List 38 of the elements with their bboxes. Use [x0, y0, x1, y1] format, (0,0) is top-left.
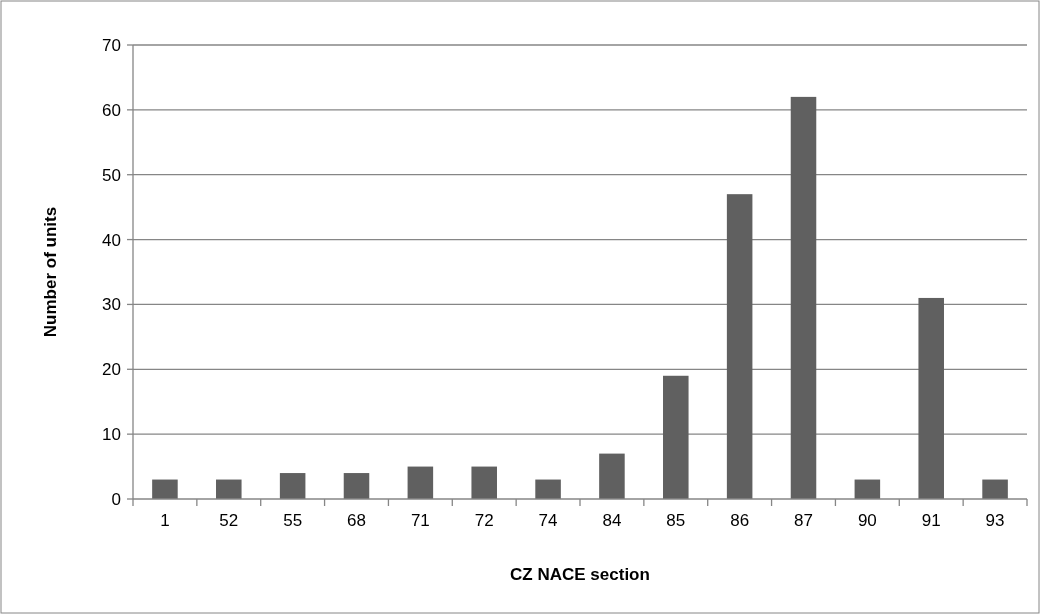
bar — [599, 453, 625, 499]
bar — [854, 479, 881, 499]
x-tick-label: 52 — [219, 511, 239, 530]
y-tick-label: 0 — [111, 489, 121, 509]
bar — [216, 479, 242, 499]
y-tick-label: 40 — [102, 230, 121, 250]
bar — [152, 479, 178, 499]
bar — [663, 375, 689, 499]
x-tick-label: 72 — [474, 511, 494, 530]
y-axis-title: Number of units — [41, 206, 60, 338]
y-tick-label: 70 — [102, 35, 121, 55]
bar — [343, 473, 370, 499]
y-tick-label: 60 — [102, 100, 121, 120]
x-tick-label: 1 — [160, 511, 170, 530]
x-axis-title: CZ NACE section — [510, 565, 650, 584]
x-tick-label: 71 — [410, 511, 430, 530]
x-tick-label: 86 — [730, 511, 750, 530]
x-tick-label: 68 — [347, 511, 366, 530]
x-tick-label: 74 — [538, 511, 558, 530]
y-tick-label: 50 — [102, 165, 121, 185]
x-tick-label: 93 — [985, 511, 1005, 530]
bar — [471, 466, 497, 499]
bar — [982, 479, 1008, 499]
x-tick-label: 55 — [283, 511, 303, 530]
x-tick-label: 84 — [602, 511, 622, 530]
y-tick-label: 10 — [102, 425, 121, 445]
x-tick-label: 91 — [921, 511, 941, 530]
x-tick-label: 85 — [666, 511, 686, 530]
x-tick-label: 90 — [857, 511, 877, 530]
x-tick-label: 87 — [794, 511, 813, 530]
bar — [279, 473, 306, 499]
bar — [726, 194, 753, 499]
y-tick-label: 20 — [102, 360, 121, 380]
bar — [535, 479, 561, 499]
bar — [407, 466, 434, 499]
bar — [790, 96, 817, 499]
y-tick-label: 30 — [102, 295, 121, 315]
bar — [918, 297, 944, 499]
